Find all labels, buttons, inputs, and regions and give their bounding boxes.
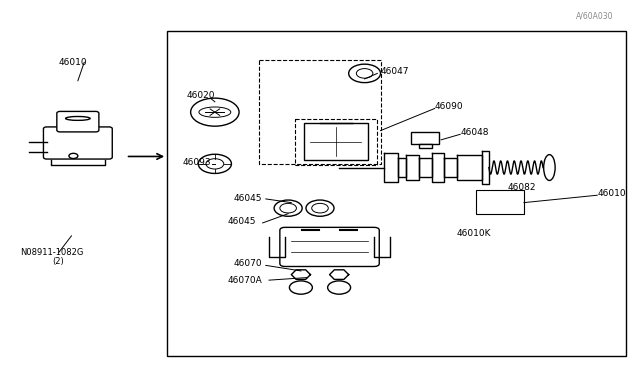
Circle shape xyxy=(274,200,302,216)
Circle shape xyxy=(191,98,239,126)
Circle shape xyxy=(206,159,224,169)
Ellipse shape xyxy=(543,155,555,180)
Bar xyxy=(167,31,626,356)
Circle shape xyxy=(356,68,373,78)
Text: 46082: 46082 xyxy=(508,183,536,192)
Text: 46093: 46093 xyxy=(183,157,212,167)
Circle shape xyxy=(312,203,328,213)
Text: A/60A030: A/60A030 xyxy=(575,12,613,21)
Text: 46020: 46020 xyxy=(186,91,214,100)
Text: 46047: 46047 xyxy=(381,67,409,76)
FancyBboxPatch shape xyxy=(280,227,380,266)
FancyBboxPatch shape xyxy=(44,127,112,159)
Bar xyxy=(411,132,439,144)
Text: N08911-1082G: N08911-1082G xyxy=(20,248,84,257)
Text: 46010: 46010 xyxy=(597,189,626,198)
Text: 46090: 46090 xyxy=(435,102,463,111)
Circle shape xyxy=(69,153,78,158)
Text: 46048: 46048 xyxy=(460,128,489,137)
Text: 46045: 46045 xyxy=(234,195,262,203)
Circle shape xyxy=(280,203,296,213)
Bar xyxy=(419,144,431,148)
Ellipse shape xyxy=(65,116,90,121)
Text: 46070A: 46070A xyxy=(228,276,262,285)
Text: 46045: 46045 xyxy=(228,217,256,225)
Bar xyxy=(294,119,378,165)
Ellipse shape xyxy=(199,107,231,117)
Bar xyxy=(476,190,524,214)
Text: 46010: 46010 xyxy=(59,58,88,67)
Text: 46010K: 46010K xyxy=(457,230,492,238)
FancyBboxPatch shape xyxy=(57,112,99,132)
Text: (2): (2) xyxy=(52,257,64,266)
Bar xyxy=(259,61,381,164)
Circle shape xyxy=(328,281,351,294)
Bar xyxy=(304,123,368,160)
Circle shape xyxy=(289,281,312,294)
Circle shape xyxy=(349,64,381,83)
Text: 46070: 46070 xyxy=(234,259,262,268)
Circle shape xyxy=(306,200,334,216)
Circle shape xyxy=(198,154,232,173)
